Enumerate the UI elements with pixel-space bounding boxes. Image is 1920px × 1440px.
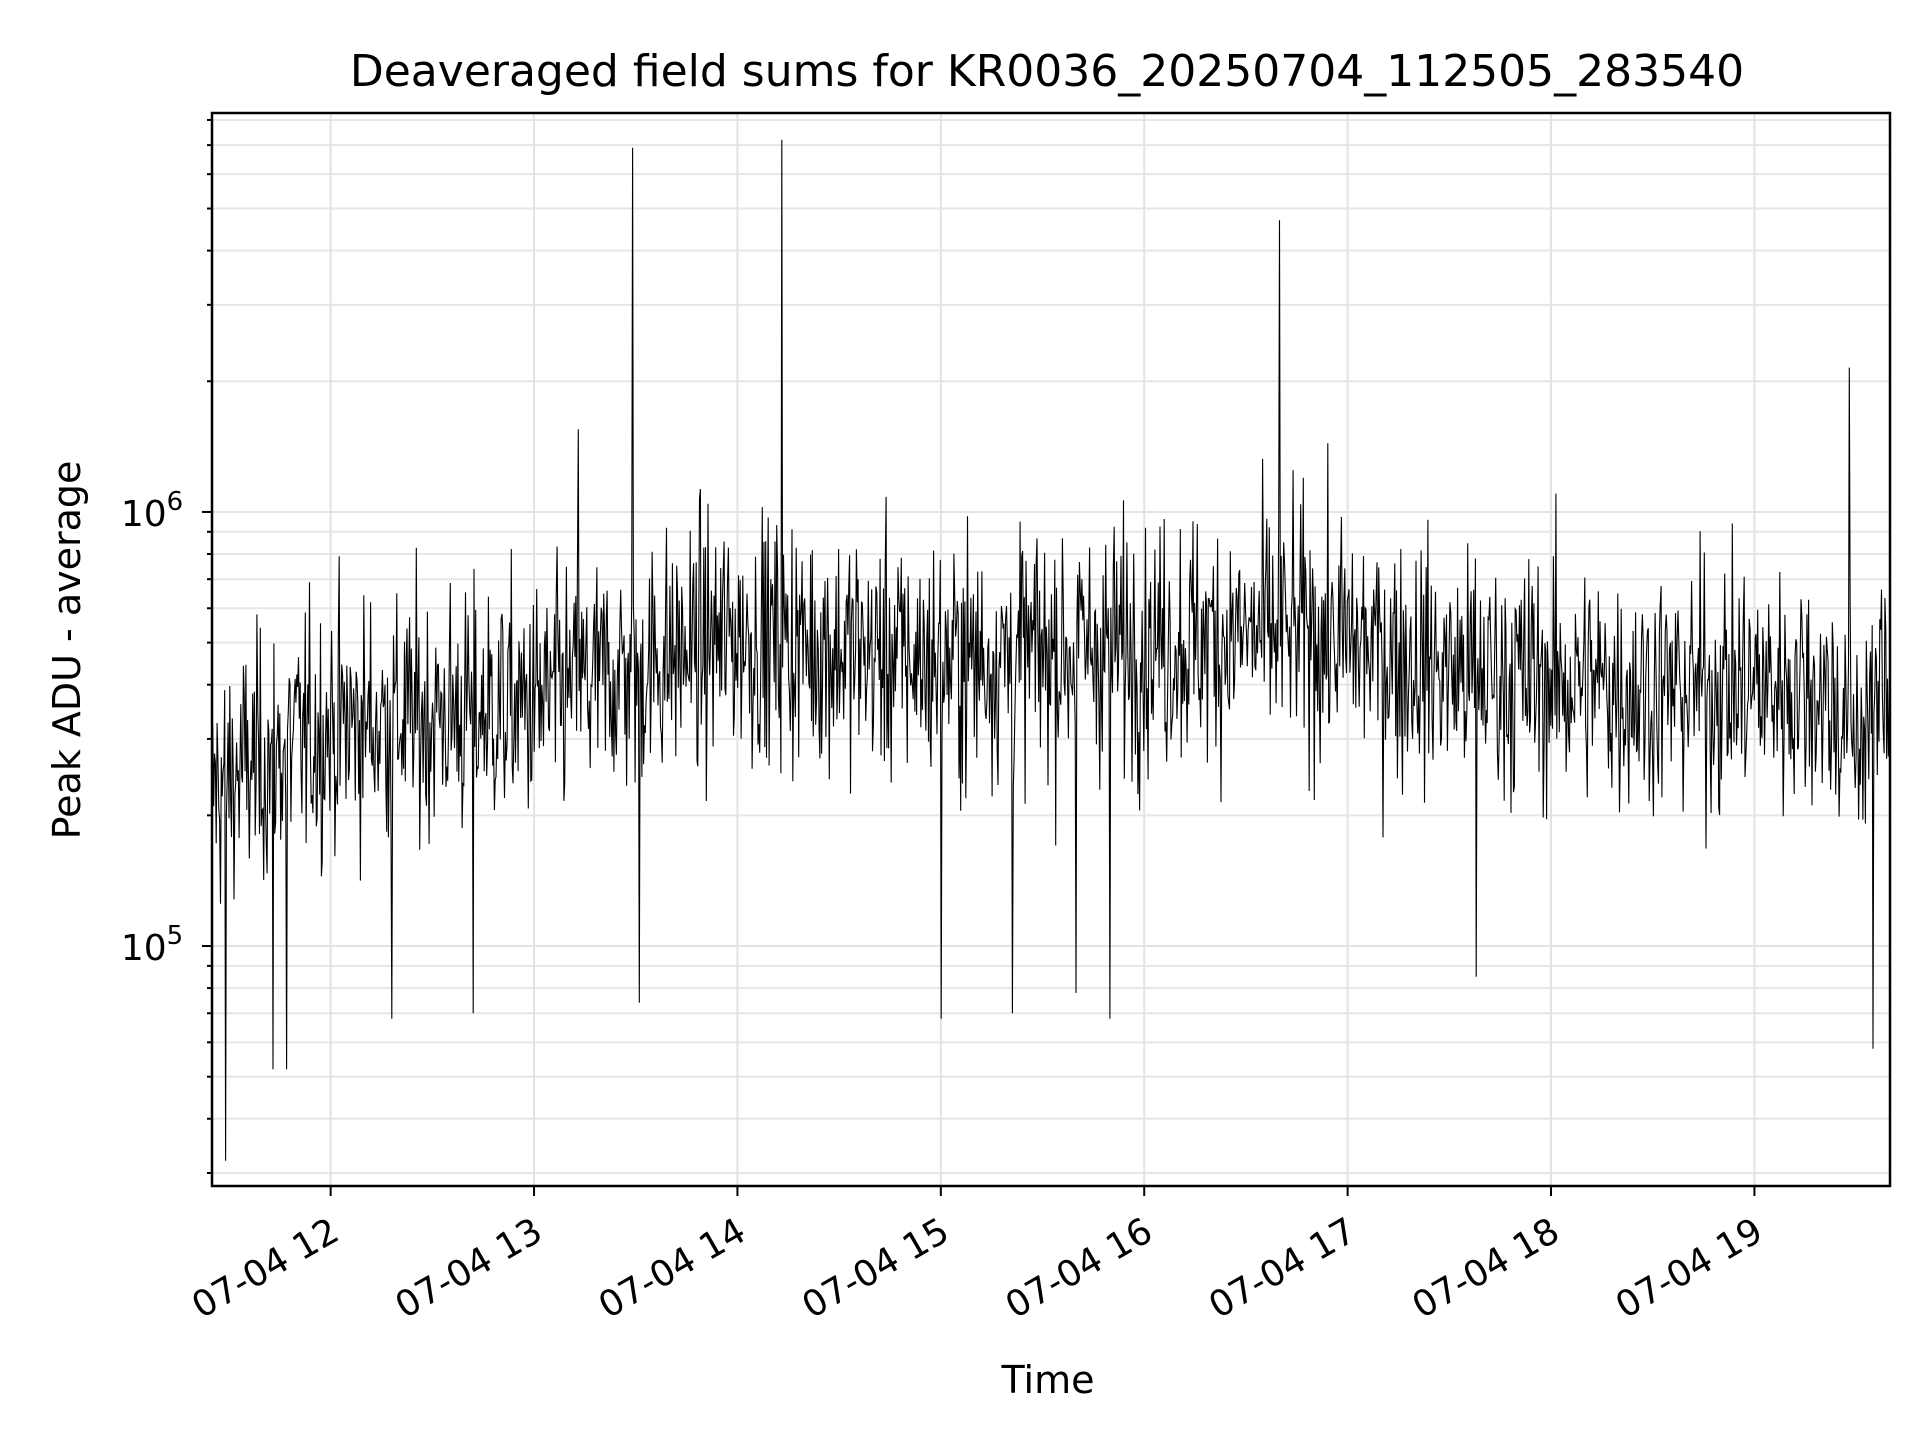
y-axis: 105 106: [121, 118, 212, 1174]
x-tick-label: 07-04 12: [185, 1210, 346, 1326]
x-tick-label: 07-04 14: [592, 1210, 753, 1326]
x-tick-label: 07-04 15: [795, 1210, 956, 1326]
x-axis-label: Time: [1001, 1358, 1095, 1402]
chart-title: Deaveraged field sums for KR0036_2025070…: [350, 46, 1744, 97]
x-tick-label: 07-04 16: [999, 1210, 1160, 1326]
plot-frame: [210, 111, 1892, 1188]
series-line-group: [211, 139, 1891, 1161]
x-axis: 07-04 12 07-04 13 07-04 14 07-04 15 07-04 16…: [185, 1186, 1770, 1327]
x-tick-label: 07-04 13: [389, 1210, 550, 1326]
y-axis-label: Peak ADU - average: [45, 461, 89, 840]
y-tick-label: 106: [121, 487, 183, 535]
x-tick-label: 07-04 19: [1609, 1210, 1770, 1326]
x-tick-label: 07-04 17: [1202, 1210, 1363, 1326]
series-line: [211, 139, 1891, 1161]
x-tick-label: 07-04 18: [1406, 1210, 1567, 1326]
y-tick-label: 105: [121, 921, 183, 969]
